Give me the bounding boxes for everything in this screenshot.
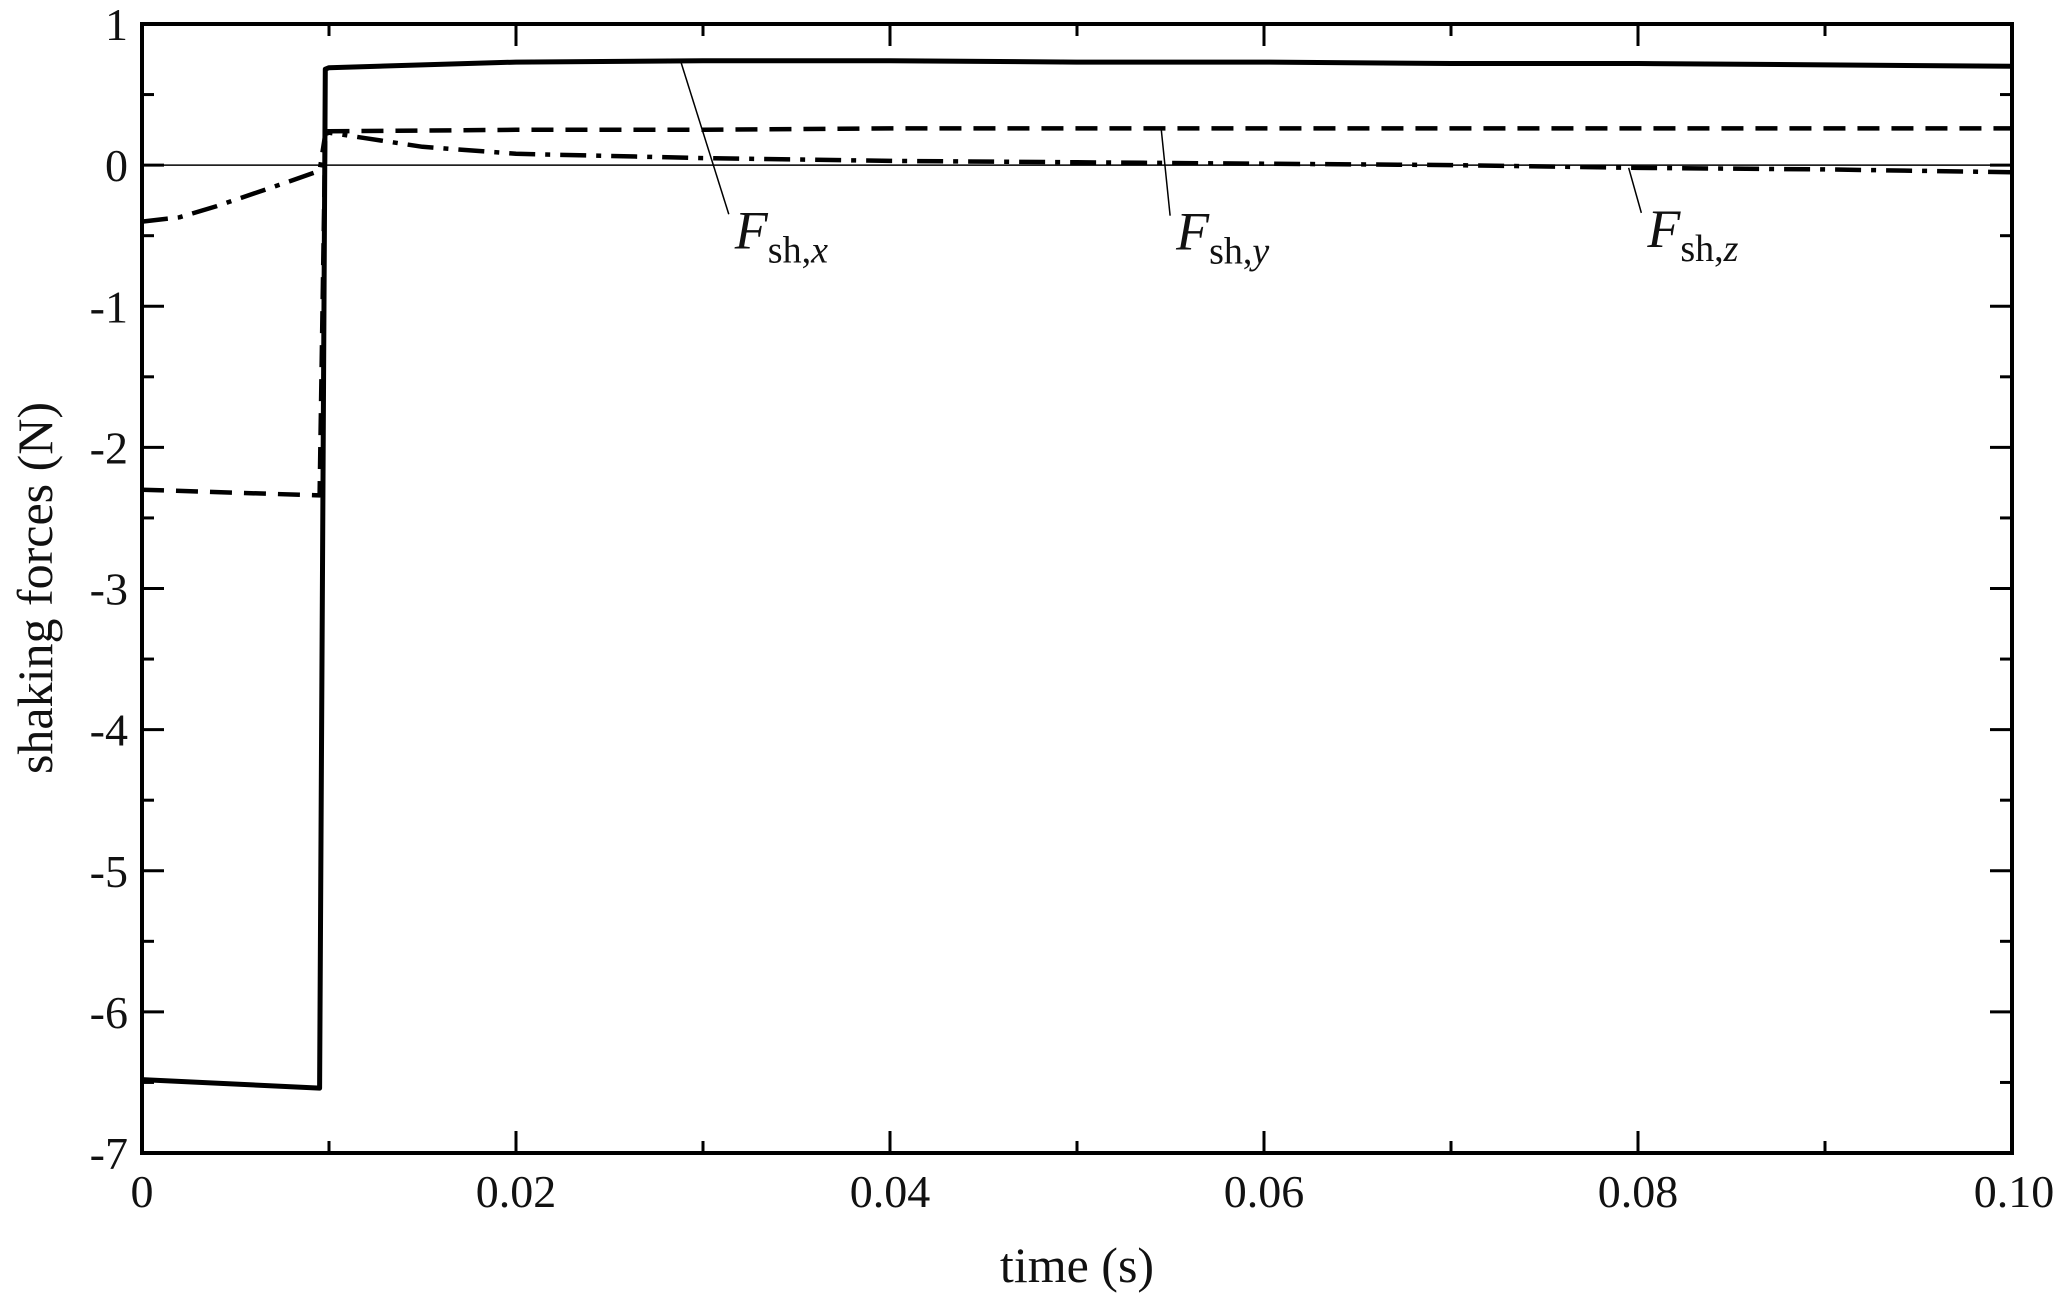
y-tick-label: 0 [105, 140, 128, 191]
y-tick-label: -6 [90, 987, 128, 1038]
series-lines [141, 58, 2013, 1091]
series-label-y: Fsh,y [1175, 202, 1269, 273]
series-annotations: Fsh,x Fsh,y Fsh,z [734, 199, 1739, 273]
leader-line-z [1627, 167, 1643, 214]
y-tick-label: -3 [90, 564, 128, 615]
y-axis-ticks: -7 -6 -5 -4 -3 -2 -1 0 1 [90, 0, 2012, 1179]
y-tick-label: -7 [90, 1128, 128, 1179]
x-tick-label: 0 [131, 1166, 154, 1217]
x-tick-label: 0.10 [1974, 1166, 2055, 1217]
y-tick-label: -2 [90, 422, 128, 473]
series-line-x [141, 58, 2013, 1091]
x-tick-label: 0.08 [1598, 1166, 1679, 1217]
x-axis-title: time (s) [1000, 1237, 1154, 1293]
y-tick-label: -5 [90, 846, 128, 897]
y-tick-label: 1 [105, 0, 128, 50]
series-line-z [141, 130, 2013, 224]
annotation-leaders [679, 60, 1643, 216]
y-tick-label: -1 [90, 281, 128, 332]
y-tick-label: -4 [90, 705, 128, 756]
leader-line-x [679, 60, 730, 215]
x-tick-label: 0.06 [1224, 1166, 1305, 1217]
x-tick-label: 0.02 [476, 1166, 557, 1217]
series-label-x: Fsh,x [734, 200, 828, 271]
x-axis-ticks: 0 0.02 0.04 0.06 0.08 0.10 [131, 24, 2055, 1217]
x-tick-label: 0.04 [850, 1166, 931, 1217]
leader-line-y [1160, 128, 1171, 216]
y-axis-title: shaking forces (N) [7, 402, 63, 774]
series-label-z: Fsh,z [1646, 199, 1738, 270]
series-line-y [141, 126, 2012, 498]
